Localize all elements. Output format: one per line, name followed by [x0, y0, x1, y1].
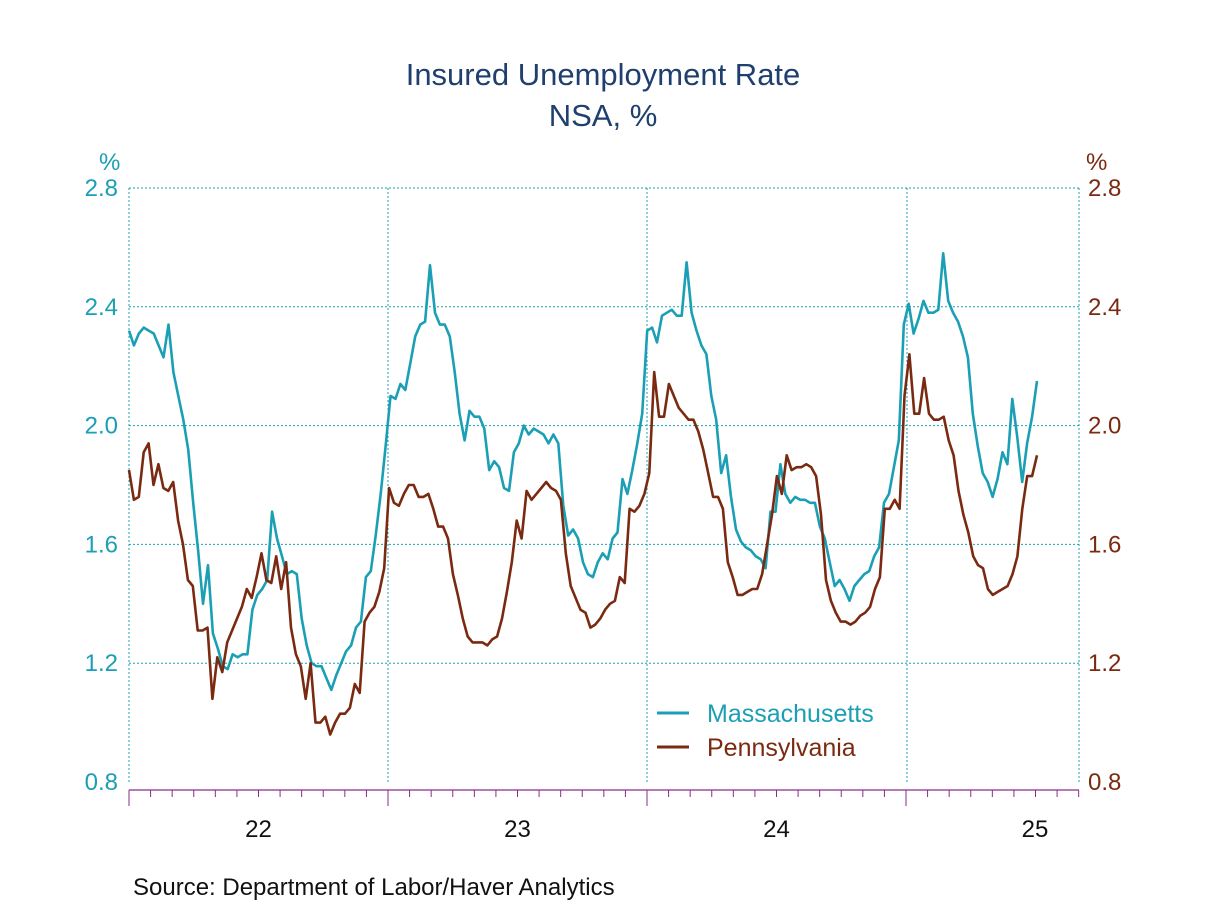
x-tick-label: 22 — [245, 816, 272, 843]
left-tick-label: 1.6 — [85, 531, 118, 558]
right-tick-label: 2.4 — [1088, 294, 1121, 321]
gridlines — [128, 187, 1080, 782]
series-lines — [127, 252, 1039, 736]
source-note: Source: Department of Labor/Haver Analyt… — [133, 874, 615, 901]
left-tick-label: 0.8 — [85, 769, 118, 796]
right-tick-label: 2.8 — [1088, 175, 1121, 202]
left-tick-label: 2.8 — [85, 175, 118, 202]
left-tick-label: 2.0 — [85, 413, 118, 440]
right-tick-label: 1.6 — [1088, 531, 1121, 558]
legend: Massachusetts Pennsylvania — [657, 700, 874, 762]
x-tick-label: 24 — [763, 816, 790, 843]
left-tick-label: 2.4 — [85, 294, 118, 321]
series-line-pennsylvania — [127, 352, 1039, 736]
right-axis-ticks: 0.8 1.2 1.6 2.0 2.4 2.8 — [1088, 175, 1121, 796]
left-axis-ticks: 0.8 1.2 1.6 2.0 2.4 2.8 — [85, 175, 118, 796]
right-tick-label: 1.2 — [1088, 650, 1121, 677]
right-tick-label: 0.8 — [1088, 769, 1121, 796]
right-unit-label: % — [1086, 149, 1107, 176]
x-tick-label: 25 — [1022, 816, 1049, 843]
left-tick-label: 1.2 — [85, 650, 118, 677]
chart-subtitle: NSA, % — [549, 98, 658, 133]
x-tick-label: 23 — [504, 816, 531, 843]
legend-label-massachusetts: Massachusetts — [707, 700, 874, 728]
left-unit-label: % — [99, 149, 120, 176]
right-tick-label: 2.0 — [1088, 413, 1121, 440]
x-axis: 22 23 24 25 — [128, 789, 1080, 843]
chart-title: Insured Unemployment Rate — [406, 57, 801, 92]
series-line-massachusetts — [127, 252, 1039, 692]
legend-label-pennsylvania: Pennsylvania — [707, 734, 856, 762]
